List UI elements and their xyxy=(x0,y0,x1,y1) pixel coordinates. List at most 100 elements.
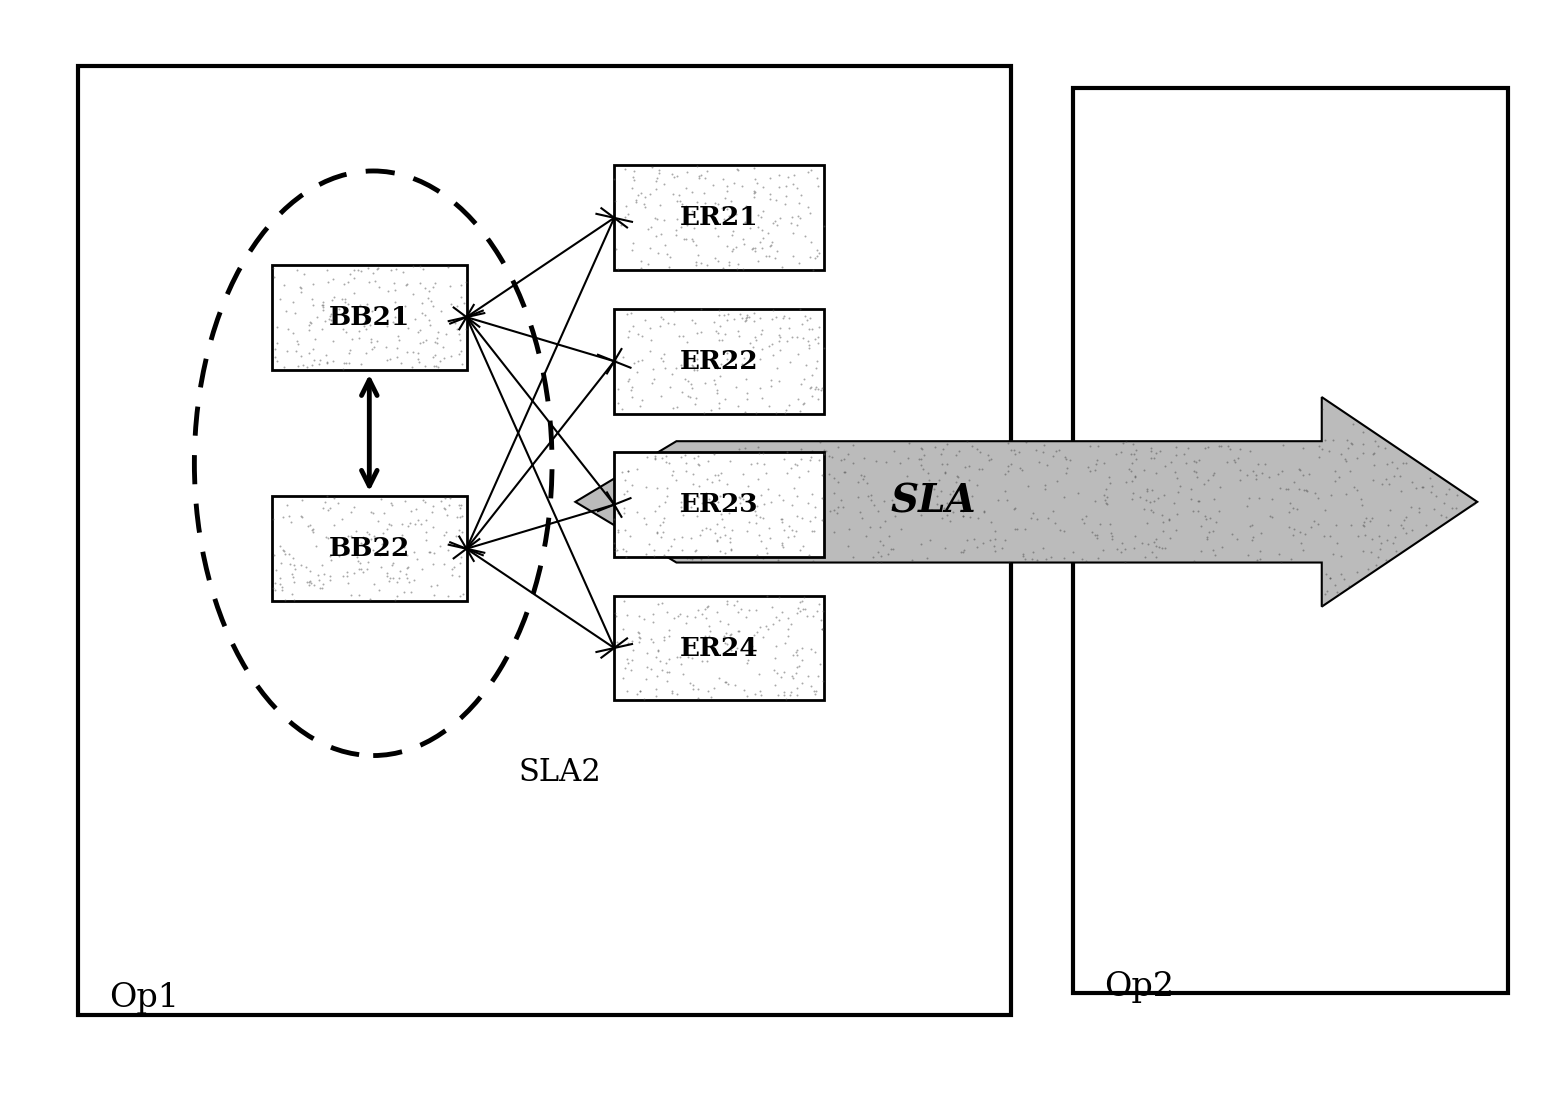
Point xyxy=(420,349,445,366)
Point xyxy=(773,507,798,525)
Point xyxy=(1162,494,1186,512)
Bar xyxy=(78,66,1011,1015)
Point xyxy=(300,523,325,540)
Point xyxy=(1025,511,1050,528)
Point xyxy=(613,161,638,179)
Point xyxy=(614,304,639,322)
Point xyxy=(348,297,373,314)
Point xyxy=(785,646,810,664)
Point xyxy=(779,667,804,685)
Point xyxy=(799,472,824,490)
Point xyxy=(930,508,955,526)
Point xyxy=(311,297,336,314)
Point xyxy=(782,480,807,497)
Point xyxy=(1207,437,1232,454)
Point xyxy=(285,332,309,350)
Point xyxy=(992,482,1017,500)
Point xyxy=(955,432,980,450)
Point xyxy=(611,347,636,365)
Point xyxy=(362,339,387,356)
Point xyxy=(931,500,956,517)
Text: ER24: ER24 xyxy=(680,635,759,661)
Point xyxy=(423,333,448,351)
Point xyxy=(648,308,673,325)
Point xyxy=(267,569,292,587)
Point xyxy=(1048,522,1073,539)
Point xyxy=(616,373,641,390)
Point xyxy=(944,467,969,484)
Point xyxy=(992,465,1017,483)
Point xyxy=(627,624,652,642)
Point xyxy=(754,459,779,476)
Point xyxy=(697,617,722,634)
Point xyxy=(697,452,722,470)
Point xyxy=(1462,495,1487,513)
Point xyxy=(714,237,739,255)
Point xyxy=(698,401,723,419)
Point xyxy=(701,313,726,331)
Point xyxy=(1082,492,1107,510)
Point xyxy=(409,560,434,578)
Point xyxy=(448,288,473,306)
Point xyxy=(407,321,432,339)
Point xyxy=(299,575,323,592)
Point xyxy=(602,511,627,528)
Point xyxy=(889,502,914,520)
Point xyxy=(327,547,351,565)
Point xyxy=(748,687,773,705)
Point xyxy=(656,663,681,681)
Point xyxy=(692,600,717,618)
Point xyxy=(673,197,698,215)
Point xyxy=(1345,564,1370,581)
Point xyxy=(695,547,720,565)
Point xyxy=(956,471,981,489)
Point xyxy=(784,664,809,682)
Point xyxy=(362,272,387,290)
Point xyxy=(358,504,383,522)
Point xyxy=(309,320,334,338)
Point xyxy=(437,496,462,514)
Point xyxy=(613,197,638,215)
Point xyxy=(785,328,810,345)
Point xyxy=(1328,547,1353,565)
Point xyxy=(384,259,409,277)
Point xyxy=(1320,546,1345,564)
Point xyxy=(1306,438,1331,456)
Point xyxy=(633,671,658,688)
Point xyxy=(1118,462,1143,480)
Point xyxy=(793,462,818,480)
Point xyxy=(299,290,323,308)
Point xyxy=(880,499,905,516)
Point xyxy=(767,328,791,345)
Point xyxy=(1305,515,1330,533)
Point xyxy=(448,554,473,571)
Point xyxy=(703,524,728,542)
Point xyxy=(412,357,437,375)
Point xyxy=(642,449,667,467)
Point xyxy=(280,568,305,586)
Point xyxy=(423,356,448,374)
Point xyxy=(415,289,440,307)
Point xyxy=(356,525,381,543)
Point xyxy=(931,440,956,458)
Point xyxy=(819,448,844,465)
Point xyxy=(732,439,757,457)
Point xyxy=(687,169,712,186)
Point xyxy=(802,508,827,526)
Point xyxy=(1302,512,1326,529)
Point xyxy=(715,635,740,653)
Point xyxy=(1113,473,1138,491)
Point xyxy=(647,516,672,534)
Point xyxy=(1118,446,1143,463)
Point xyxy=(798,204,823,222)
Point xyxy=(630,351,655,368)
Point xyxy=(390,515,415,533)
Point xyxy=(785,657,810,675)
Point xyxy=(799,484,824,502)
Point xyxy=(1034,457,1059,474)
Point xyxy=(289,346,314,364)
Point xyxy=(1140,543,1165,560)
Point xyxy=(664,167,689,184)
Point xyxy=(631,195,656,213)
Point xyxy=(1003,446,1028,463)
